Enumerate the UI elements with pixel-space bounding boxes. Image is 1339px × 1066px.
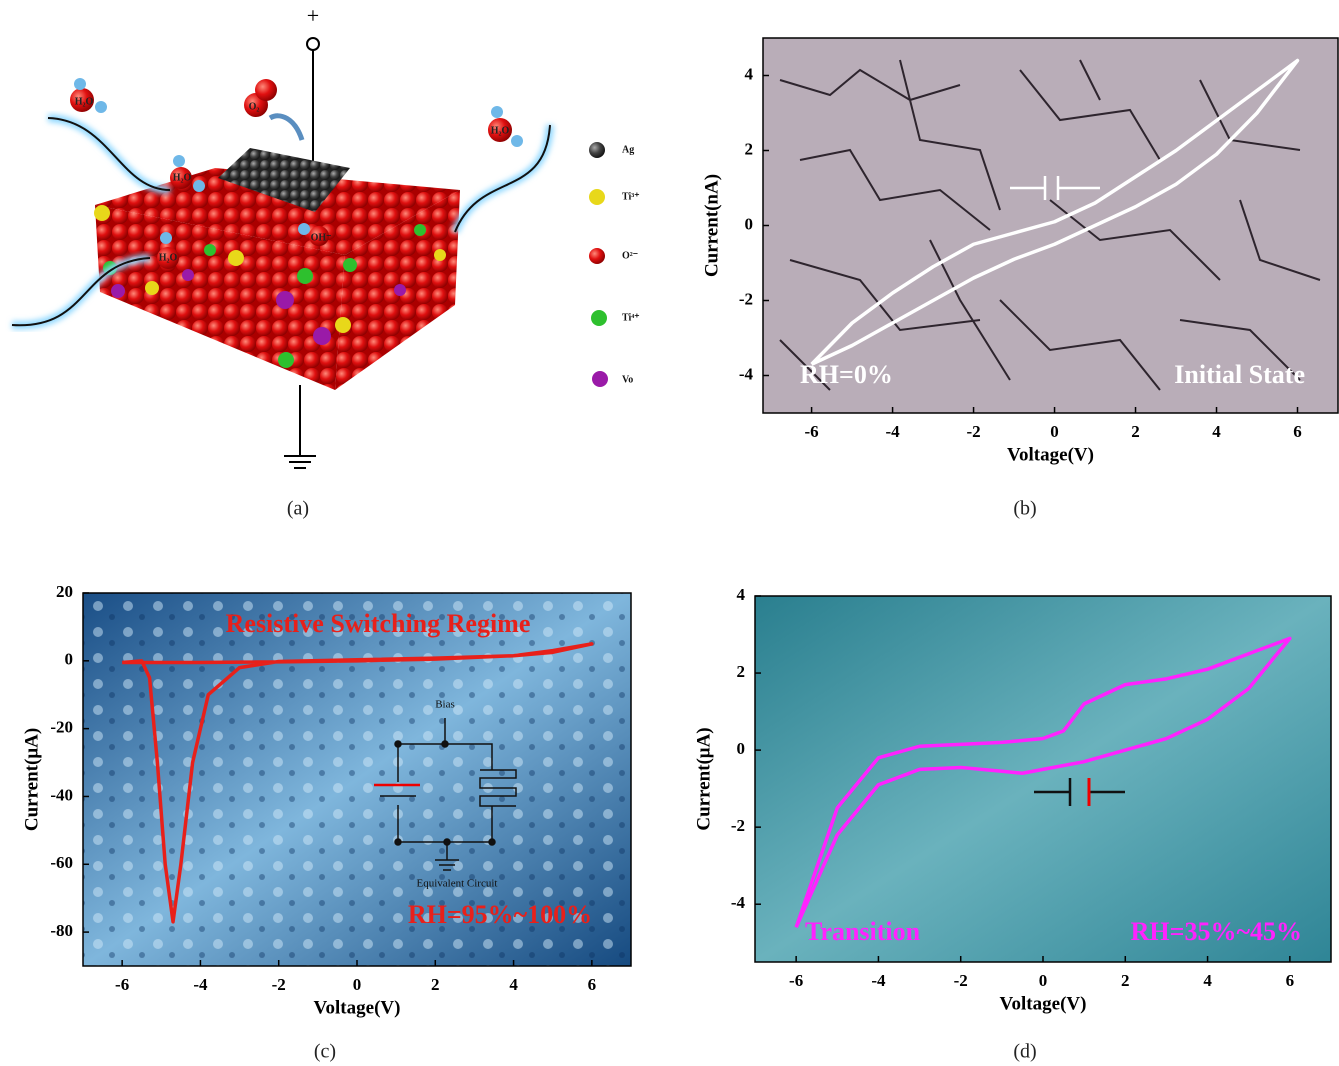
caption: (c) bbox=[314, 1041, 336, 1063]
legend-swatch bbox=[591, 310, 607, 326]
annotation: Equivalent Circuit bbox=[417, 878, 498, 890]
y-tick-label: -20 bbox=[50, 718, 73, 737]
y-tick-label: 4 bbox=[745, 64, 754, 83]
y-tick-label: -60 bbox=[50, 853, 73, 872]
x-tick-label: 0 bbox=[353, 975, 362, 994]
legend-swatch bbox=[589, 189, 605, 205]
legend-swatch bbox=[592, 371, 608, 387]
ground bbox=[284, 456, 316, 468]
annotation: Resistive Switching Regime bbox=[226, 609, 531, 638]
y-tick-label: 0 bbox=[65, 650, 74, 669]
x-axis-title: Voltage(V) bbox=[314, 997, 401, 1018]
x-tick-label: 4 bbox=[1212, 422, 1221, 441]
annotation: Transition bbox=[805, 917, 921, 946]
y-tick-label: 2 bbox=[737, 662, 746, 681]
molecule-label: O₂ bbox=[249, 101, 260, 112]
legend-label: Ti⁴⁺ bbox=[622, 312, 640, 323]
figure: + H₂O H₂O H₂O H₂O O₂ OH⁻ bbox=[0, 0, 1339, 1066]
x-tick-label: -6 bbox=[115, 975, 129, 994]
legend-label: Ag bbox=[622, 144, 634, 155]
y-tick-label: 0 bbox=[745, 214, 754, 233]
x-tick-label: -4 bbox=[871, 971, 886, 990]
y-tick-label: -2 bbox=[731, 816, 745, 835]
x-tick-label: -6 bbox=[805, 422, 819, 441]
glow bbox=[48, 118, 170, 190]
x-tick-label: 2 bbox=[1121, 971, 1130, 990]
x-tick-label: -2 bbox=[954, 971, 968, 990]
diagram: + H₂O H₂O H₂O H₂O O₂ OH⁻ bbox=[12, 3, 640, 520]
y-axis-title: Current(nA) bbox=[701, 174, 722, 277]
x-tick-label: 6 bbox=[1293, 422, 1302, 441]
y-tick-label: -2 bbox=[739, 289, 753, 308]
x-tick-label: 0 bbox=[1050, 422, 1059, 441]
x-tick-label: -4 bbox=[193, 975, 208, 994]
y-tick-label: 4 bbox=[737, 585, 746, 604]
y-tick-label: -4 bbox=[731, 893, 746, 912]
annotation: Bias bbox=[435, 699, 455, 711]
terminal bbox=[307, 38, 319, 50]
x-tick-label: 4 bbox=[1203, 971, 1212, 990]
legend-label: Vo bbox=[622, 374, 633, 385]
x-tick-label: 6 bbox=[588, 975, 597, 994]
caption: (b) bbox=[1013, 498, 1036, 520]
caption: (d) bbox=[1013, 1041, 1036, 1063]
annotation: RH=35%~45% bbox=[1131, 917, 1302, 946]
y-tick-label: -80 bbox=[50, 921, 73, 940]
y-axis-title: Current(μA) bbox=[21, 728, 42, 831]
legend-swatch bbox=[589, 248, 605, 264]
legend-label: O²⁻ bbox=[622, 250, 638, 261]
y-axis-title: Current(μA) bbox=[693, 727, 714, 830]
annotation: RH=95%~100% bbox=[408, 900, 592, 929]
plot-background bbox=[755, 596, 1331, 962]
x-tick-label: -2 bbox=[272, 975, 286, 994]
legend-label: Ti³⁺ bbox=[622, 191, 640, 202]
x-tick-label: 0 bbox=[1039, 971, 1048, 990]
molecule-label: H₂O bbox=[173, 172, 192, 183]
terminal-label: + bbox=[307, 3, 319, 28]
annotation: Initial State bbox=[1174, 360, 1305, 389]
y-tick-label: 0 bbox=[737, 739, 746, 758]
x-tick-label: 4 bbox=[509, 975, 518, 994]
x-tick-label: -4 bbox=[885, 422, 900, 441]
legend-swatch bbox=[589, 142, 605, 158]
molecule-label: H₂O bbox=[75, 96, 94, 107]
x-tick-label: 6 bbox=[1286, 971, 1295, 990]
arrow bbox=[270, 116, 302, 140]
x-tick-label: -6 bbox=[789, 971, 803, 990]
molecule-label: OH⁻ bbox=[311, 232, 332, 243]
x-axis-title: Voltage(V) bbox=[1000, 993, 1087, 1014]
caption: (a) bbox=[287, 498, 309, 520]
x-axis-title: Voltage(V) bbox=[1007, 444, 1094, 465]
y-tick-label: -40 bbox=[50, 785, 73, 804]
y-tick-label: 2 bbox=[745, 139, 754, 158]
molecule-label: H₂O bbox=[159, 252, 178, 263]
molecule-label: H₂O bbox=[491, 125, 510, 136]
x-tick-label: 2 bbox=[1131, 422, 1140, 441]
y-tick-label: 20 bbox=[56, 582, 73, 601]
x-tick-label: -2 bbox=[966, 422, 980, 441]
annotation: RH=0% bbox=[800, 360, 893, 389]
y-tick-label: -4 bbox=[739, 364, 754, 383]
x-tick-label: 2 bbox=[431, 975, 440, 994]
